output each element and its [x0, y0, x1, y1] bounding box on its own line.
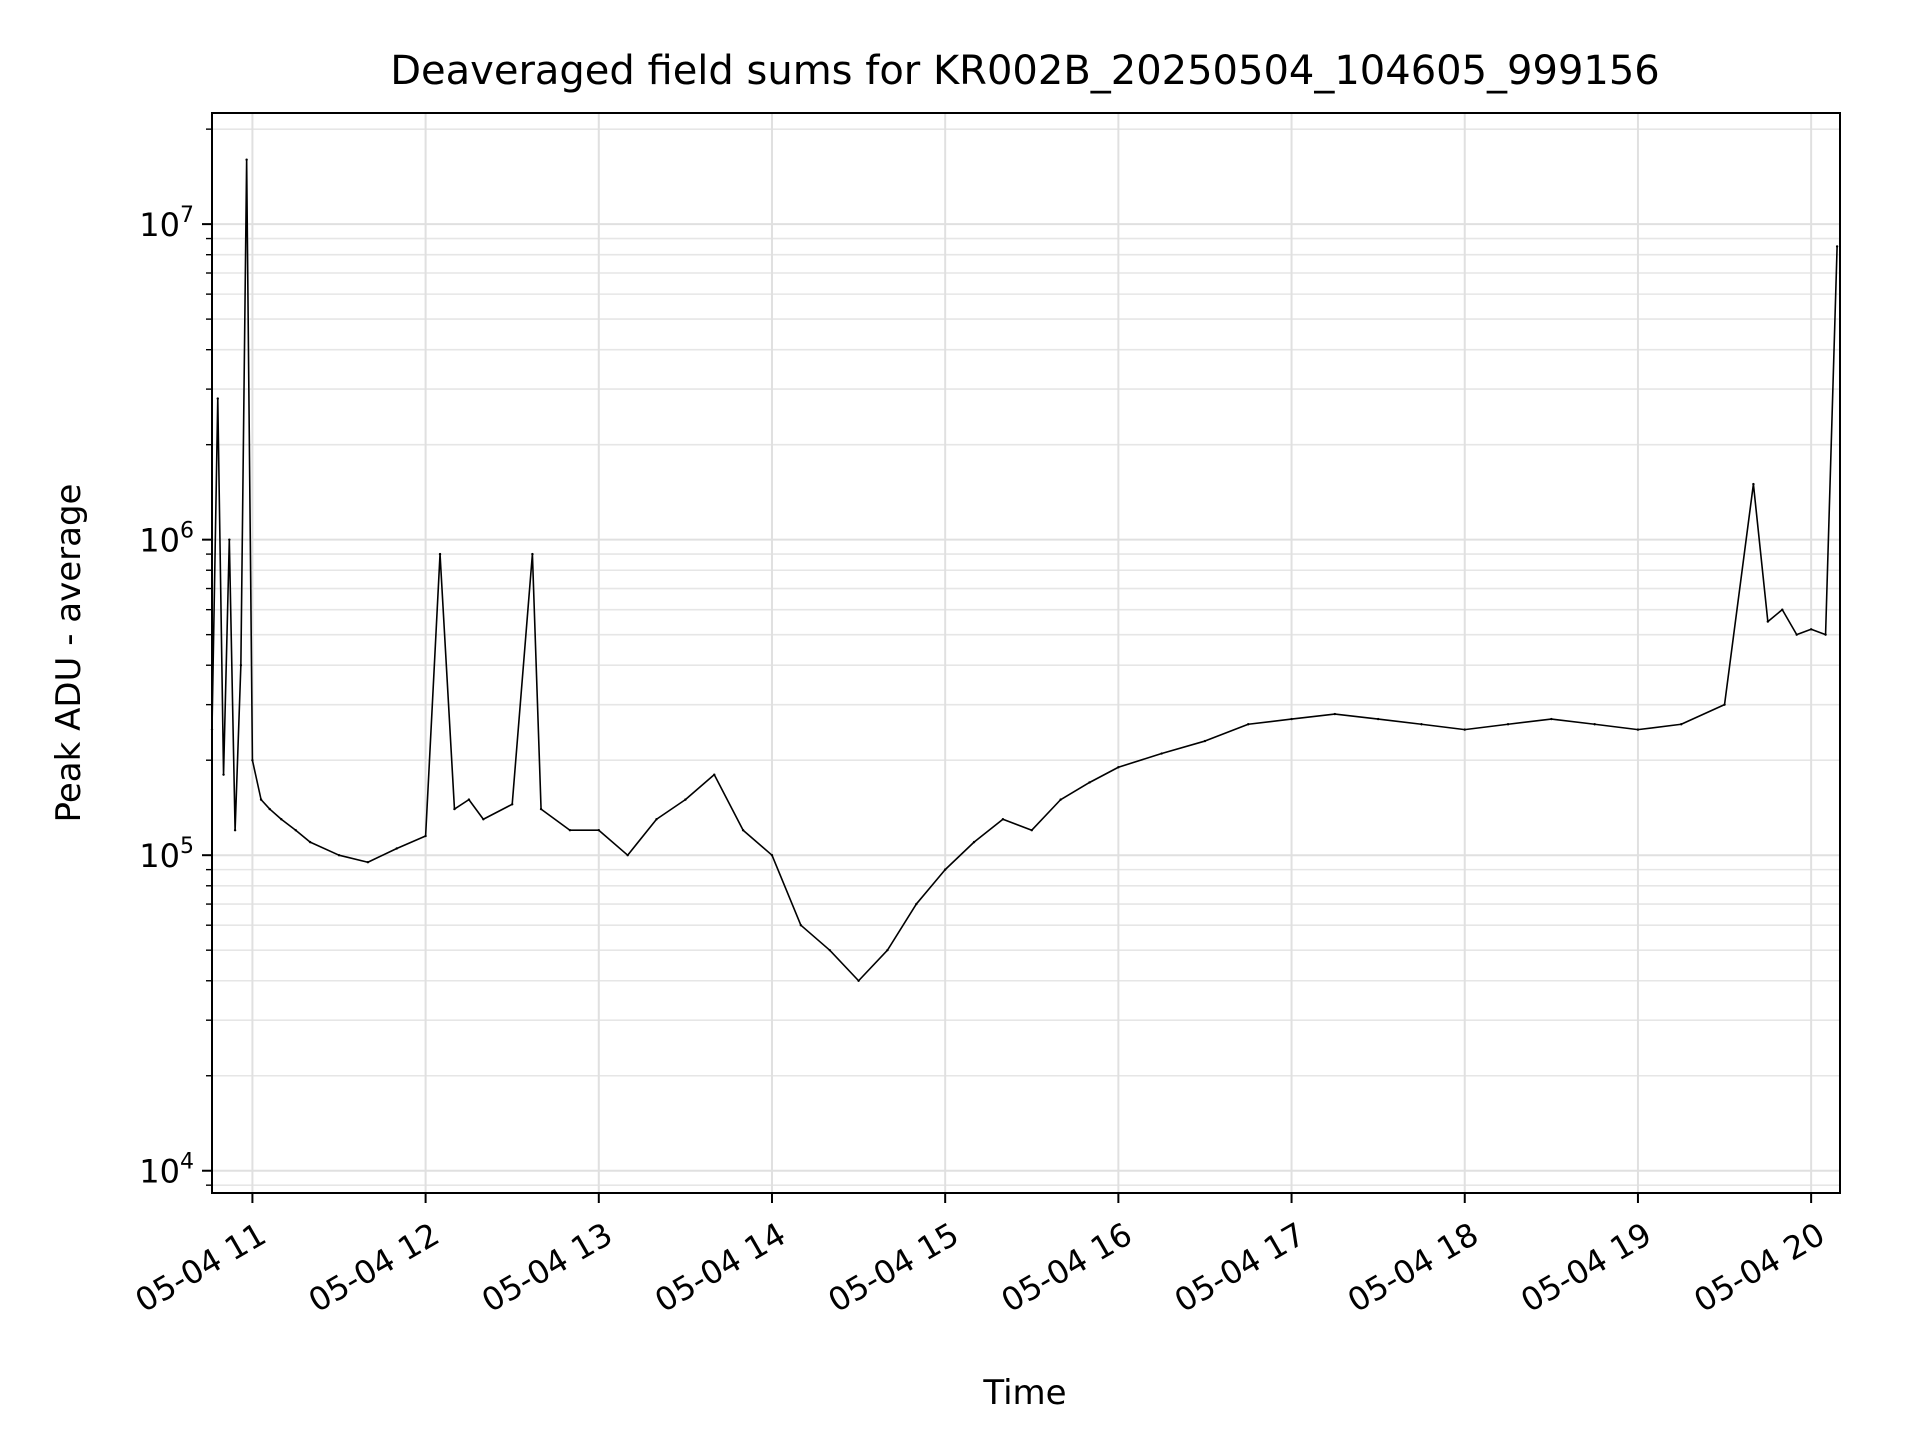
data-point — [366, 861, 370, 864]
data-point — [626, 853, 629, 857]
data-point — [1001, 818, 1005, 821]
data-point — [438, 552, 442, 556]
x-tick-label: 05-04 19 — [1514, 1215, 1658, 1320]
data-point — [943, 868, 947, 871]
data-point — [1781, 608, 1784, 611]
x-tick-label: 05-04 14 — [648, 1215, 792, 1320]
data-point — [467, 798, 471, 801]
x-tick-label: 05-04 13 — [475, 1215, 619, 1320]
y-tick-exponent: 4 — [180, 1150, 194, 1175]
x-tick-label: 05-04 12 — [302, 1215, 446, 1320]
y-tick-base: 10 — [139, 522, 180, 560]
data-point — [1247, 723, 1250, 726]
data-point — [259, 798, 263, 801]
series-layer — [210, 158, 1839, 982]
data-point — [1824, 633, 1827, 636]
y-tick-exponent: 6 — [180, 519, 194, 544]
data-point — [915, 902, 918, 906]
data-point — [1809, 628, 1813, 631]
data-point — [539, 807, 543, 811]
x-tick-label: 05-04 16 — [995, 1215, 1139, 1320]
x-tick-label: 05-04 18 — [1341, 1215, 1485, 1320]
data-point — [1766, 620, 1770, 623]
data-point — [713, 773, 716, 776]
x-tick-label: 05-04 15 — [822, 1215, 966, 1320]
minor-gridlines — [212, 128, 1840, 1186]
data-point — [684, 798, 687, 801]
data-point — [251, 759, 254, 762]
data-point — [531, 552, 534, 556]
data-point — [424, 834, 427, 838]
y-axis-label: Peak ADU - average — [49, 484, 89, 823]
data-point — [1088, 781, 1091, 784]
x-tick-labels: 05-04 11 05-04 12 05-04 13 05-04 14 05-04 15… — [129, 1215, 1831, 1320]
data-point — [1333, 712, 1337, 716]
y-tick-base: 10 — [139, 1153, 180, 1191]
y-tick-base: 10 — [139, 206, 180, 244]
y-tick-base: 10 — [139, 837, 180, 875]
data-point — [308, 840, 312, 844]
data-point — [857, 979, 860, 982]
x-tick-label: 05-04 17 — [1168, 1215, 1312, 1320]
data-point — [655, 818, 658, 821]
data-point — [280, 818, 283, 821]
data-point — [1376, 717, 1380, 721]
data-point — [1420, 723, 1423, 726]
data-point — [972, 840, 976, 844]
data-point — [1680, 723, 1683, 726]
y-tick-exponent: 5 — [180, 834, 194, 859]
data-point — [741, 829, 745, 832]
x-axis-label: Time — [982, 1373, 1066, 1413]
data-point — [1290, 717, 1293, 721]
data-point — [1059, 798, 1062, 801]
data-point — [1636, 728, 1640, 731]
data-point — [482, 818, 485, 821]
x-tick-label: 05-04 20 — [1688, 1215, 1832, 1320]
data-point — [1203, 739, 1207, 743]
data-point — [1463, 728, 1466, 731]
y-tick-label: 107 — [139, 203, 194, 244]
data-point — [1752, 482, 1755, 486]
data-point — [799, 923, 803, 927]
y-tick-exponent: 7 — [180, 203, 194, 228]
data-point — [1723, 703, 1726, 706]
x-tick-label: 05-04 11 — [129, 1215, 273, 1320]
data-point — [597, 829, 600, 832]
data-point — [1550, 717, 1553, 721]
axis-ticks — [202, 128, 1813, 1203]
data-point — [337, 853, 341, 857]
data-point — [395, 847, 398, 850]
data-point — [1160, 752, 1163, 755]
data-point — [510, 803, 514, 806]
plot-frame — [211, 112, 1841, 1194]
data-point — [268, 807, 271, 811]
data-point — [1795, 633, 1798, 636]
data-point — [1835, 245, 1839, 248]
y-tick-label: 104 — [139, 1150, 194, 1191]
data-point — [886, 948, 889, 952]
data-point — [245, 158, 248, 161]
data-point — [239, 664, 243, 667]
data-point — [222, 773, 225, 776]
data-point — [828, 948, 831, 952]
data-point — [1030, 829, 1033, 832]
chart-title: Deaveraged field sums for KR002B_2025050… — [390, 48, 1660, 94]
y-tick-label: 106 — [139, 519, 194, 560]
data-point — [568, 829, 572, 832]
data-point — [453, 807, 456, 811]
data-point — [1506, 723, 1510, 726]
major-gridlines — [212, 113, 1840, 1193]
data-point — [770, 853, 774, 857]
y-tick-label: 105 — [139, 834, 194, 875]
data-point — [228, 538, 231, 541]
data-point — [233, 829, 237, 832]
data-point — [216, 397, 219, 400]
data-point — [294, 829, 297, 832]
data-point — [1593, 723, 1596, 726]
data-point — [1117, 766, 1120, 769]
